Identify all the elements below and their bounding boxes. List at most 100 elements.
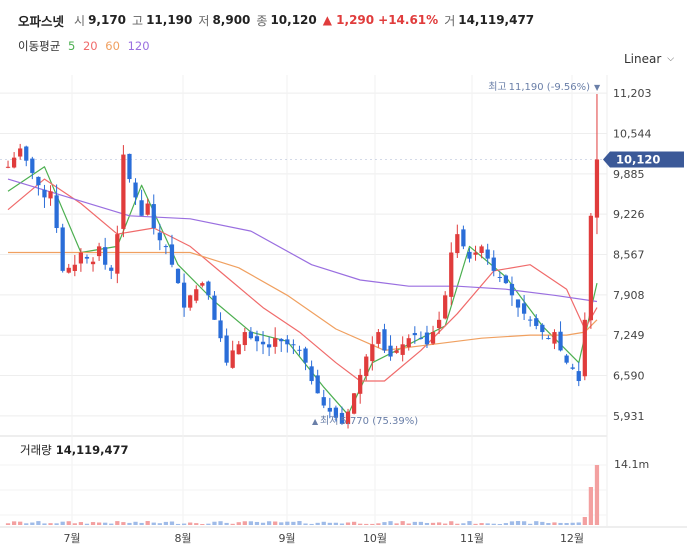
candle-body xyxy=(461,229,466,247)
candle-body xyxy=(364,356,369,377)
volume-bar xyxy=(224,522,229,525)
ma-line-60 xyxy=(8,251,598,351)
volume-bar xyxy=(181,523,187,525)
volume-bar xyxy=(394,523,399,525)
candle-body xyxy=(485,249,490,259)
volume-bar xyxy=(84,523,90,525)
moving-average-lines xyxy=(7,166,598,416)
y-axis-labels: 11,203 10,544 9,885 9,226 8,567 7,908 7,249 6,5… xyxy=(613,87,652,423)
volume-bar xyxy=(473,523,478,525)
ma-legend-60: 60 xyxy=(105,39,120,53)
volume-panel-label: 거래량 xyxy=(20,443,52,457)
candle-body xyxy=(109,267,114,271)
volume-bar xyxy=(121,522,126,525)
chevron-down-icon: ⌵ xyxy=(667,54,675,64)
candle-body xyxy=(36,176,41,186)
candle-body xyxy=(212,295,217,320)
candle-body xyxy=(127,153,132,180)
volume-bar xyxy=(285,521,290,525)
candle-body xyxy=(443,295,448,319)
y-tick-label: 6,590 xyxy=(613,370,645,383)
volume-bar xyxy=(42,523,47,525)
candle-body xyxy=(497,276,502,278)
moving-average-legend[interactable]: 이동평균 5 20 60 120 xyxy=(18,38,154,54)
volume-bar xyxy=(139,522,144,525)
open-label: 시 xyxy=(74,13,86,28)
volume-bar xyxy=(24,523,29,525)
candle-body xyxy=(534,318,539,326)
scale-dropdown[interactable]: Linear ⌵ xyxy=(624,52,674,66)
candle-body xyxy=(90,261,96,265)
volume-bar xyxy=(455,523,460,525)
candle-body xyxy=(230,350,235,368)
candle-body xyxy=(188,295,193,308)
high-label: 고 xyxy=(132,13,144,28)
volume-bar xyxy=(521,521,527,525)
volume-bar xyxy=(424,522,430,525)
candle-body xyxy=(266,344,272,348)
volume-bar xyxy=(315,522,320,525)
ma-legend-5: 5 xyxy=(67,39,76,53)
candle-body xyxy=(491,257,496,271)
volume-bar xyxy=(358,523,363,525)
y-tick-label: 7,249 xyxy=(613,329,645,342)
candle-body xyxy=(351,393,357,414)
volume-bar xyxy=(376,523,381,525)
candle-body xyxy=(521,303,527,314)
volume-bar xyxy=(248,521,254,525)
min-price-annotation: 최저 5,770 (75.39%) xyxy=(320,415,418,427)
volume-bars xyxy=(5,465,600,525)
candle-body xyxy=(321,397,326,406)
volume-bar xyxy=(78,522,84,525)
candle-body xyxy=(345,411,351,425)
candle-body xyxy=(5,166,11,168)
candle-body xyxy=(382,329,387,351)
volume-bar xyxy=(145,521,150,525)
candle-body xyxy=(424,332,430,345)
volume-bar xyxy=(467,521,472,525)
candle-body xyxy=(175,268,181,284)
candle-body xyxy=(406,338,411,348)
candle-body xyxy=(139,200,144,216)
volume-bar xyxy=(443,523,448,525)
volume-bar xyxy=(206,523,211,525)
candle-body xyxy=(133,182,138,198)
volume-bar xyxy=(218,521,223,525)
volume-bar xyxy=(194,523,199,525)
volume-bar xyxy=(388,521,393,525)
candle-body xyxy=(588,215,594,321)
candle-body xyxy=(546,338,551,340)
volume-bar xyxy=(54,523,59,525)
candle-body xyxy=(285,339,290,345)
volume-bar xyxy=(169,521,175,525)
volume-bar xyxy=(212,521,217,525)
candle-body xyxy=(418,337,424,339)
candle-body xyxy=(121,154,126,229)
y-tick-label: 11,203 xyxy=(613,87,652,100)
volume-value: 14,119,477 xyxy=(458,13,535,27)
volume-bar xyxy=(200,523,205,525)
candle-body xyxy=(449,252,454,297)
volume-bar xyxy=(339,523,345,525)
candle-body xyxy=(54,195,59,229)
x-tick-label: 8월 xyxy=(174,532,191,545)
volume-bar xyxy=(382,522,387,525)
candle-body xyxy=(84,256,90,259)
candle-body xyxy=(473,252,478,255)
candle-body xyxy=(218,320,223,339)
candle-body xyxy=(388,345,393,357)
volume-bar xyxy=(534,521,539,525)
candle-body xyxy=(224,335,229,363)
candle-body xyxy=(455,234,460,254)
price-grid xyxy=(0,75,687,528)
volume-bar xyxy=(570,522,575,525)
volume-bar xyxy=(11,521,17,525)
volume-bar xyxy=(273,521,278,525)
volume-bar xyxy=(449,521,454,525)
volume-bar xyxy=(485,523,490,525)
volume-bar xyxy=(412,521,417,525)
candle-body xyxy=(515,299,521,308)
volume-bar xyxy=(345,522,351,525)
volume-bar xyxy=(309,523,314,525)
